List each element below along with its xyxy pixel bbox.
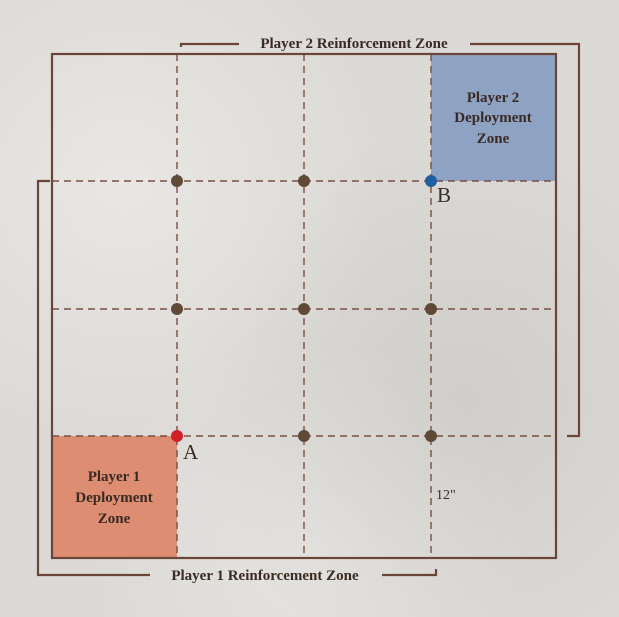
player-2-deployment-label-line-3: Zone bbox=[477, 131, 510, 147]
player-2-deployment-label-line-1: Player 2 bbox=[467, 90, 520, 106]
player-1-deployment-zone bbox=[52, 436, 177, 558]
player-2-reinforcement-label: Player 2 Reinforcement Zone bbox=[260, 36, 448, 52]
player-1-deployment-label-line-2: Deployment bbox=[75, 490, 153, 506]
player-1-reinforcement-label: Player 1 Reinforcement Zone bbox=[171, 568, 359, 584]
objective-marker bbox=[171, 303, 183, 315]
objective-marker bbox=[425, 303, 437, 315]
point-a-label: A bbox=[183, 440, 199, 464]
player-2-deployment-label-line-2: Deployment bbox=[454, 110, 532, 126]
player-2-reinforcement-bracket-left bbox=[179, 42, 239, 47]
player-2-deployment-zone bbox=[431, 54, 556, 181]
board-border bbox=[50, 52, 558, 560]
point-b-marker bbox=[425, 175, 437, 187]
player-1-reinforcement-bracket-left bbox=[36, 179, 150, 577]
objective-markers bbox=[171, 175, 437, 442]
player-1-deployment-label-line-1: Player 1 bbox=[88, 469, 141, 485]
objective-marker bbox=[298, 303, 310, 315]
player-1-deployment-label-line-3: Zone bbox=[98, 511, 131, 527]
objective-marker bbox=[298, 430, 310, 442]
point-b-label: B bbox=[437, 183, 451, 207]
objective-marker bbox=[171, 175, 183, 187]
grid-measurement-label: 12" bbox=[436, 488, 456, 503]
point-a-marker bbox=[171, 430, 183, 442]
objective-marker bbox=[298, 175, 310, 187]
objective-marker bbox=[425, 430, 437, 442]
player-1-reinforcement-bracket-right bbox=[382, 569, 438, 577]
player-2-reinforcement-bracket-right bbox=[470, 42, 581, 438]
